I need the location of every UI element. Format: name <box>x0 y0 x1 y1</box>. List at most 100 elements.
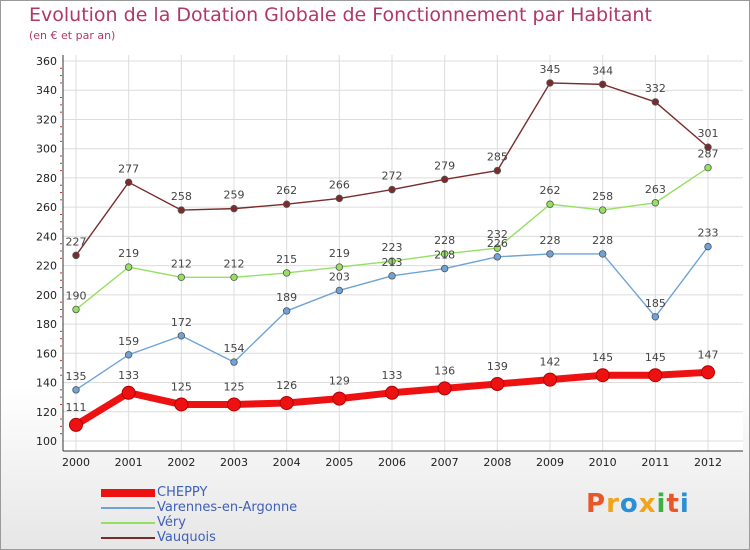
data-label: 125 <box>224 380 245 393</box>
data-label: 145 <box>592 351 613 364</box>
data-label: 135 <box>66 370 87 383</box>
data-point <box>493 244 502 252</box>
data-point <box>546 200 554 208</box>
legend-swatch-varennes <box>101 507 155 509</box>
data-label: 258 <box>171 190 192 203</box>
data-label: 136 <box>434 364 455 377</box>
data-label: 154 <box>224 342 245 355</box>
data-point <box>704 242 712 251</box>
y-tick-label: 340 <box>36 84 57 97</box>
data-point <box>598 206 607 214</box>
data-point <box>121 385 136 400</box>
data-point <box>279 396 294 410</box>
data-label: 344 <box>592 64 613 77</box>
data-label: 262 <box>540 184 561 197</box>
legend-swatch-very <box>101 522 155 524</box>
data-label: 285 <box>487 151 508 164</box>
line-chart: 100 120 140 160 180 200 220 240 260 280 300 320 340 3… <box>36 55 743 469</box>
data-label: 287 <box>698 148 719 161</box>
data-point <box>177 273 186 282</box>
data-point <box>335 286 344 295</box>
data-point <box>69 417 83 432</box>
data-point <box>124 351 133 359</box>
data-point <box>651 199 660 207</box>
data-label: 189 <box>276 291 297 304</box>
legend-label-varennes: Varennes-en-Argonne <box>157 500 298 515</box>
data-label: 228 <box>540 234 561 247</box>
data-point <box>282 269 291 277</box>
x-tick-label: 2003 <box>220 456 248 469</box>
data-label: 185 <box>645 297 666 310</box>
chart-title: Evolution de la Dotation Globale de Fonc… <box>29 4 652 26</box>
data-point <box>174 397 189 412</box>
data-label: 259 <box>224 189 245 202</box>
y-tick-label: 200 <box>36 289 57 302</box>
data-label: 212 <box>224 257 245 270</box>
y-tick-label: 100 <box>36 435 57 448</box>
data-point <box>230 204 238 213</box>
data-label: 203 <box>329 270 350 283</box>
data-point <box>648 368 663 383</box>
x-tick-label: 2007 <box>431 456 459 469</box>
data-label: 233 <box>698 227 719 240</box>
data-label: 218 <box>434 249 455 262</box>
y-tick-label: 260 <box>36 201 57 214</box>
y-tick-label: 120 <box>36 406 57 419</box>
data-label: 139 <box>487 360 508 373</box>
data-label: 172 <box>171 316 192 329</box>
y-tick-label: 160 <box>36 347 57 360</box>
logo-letter: i <box>679 489 690 519</box>
data-point <box>598 250 607 258</box>
data-point <box>493 166 502 175</box>
data-label: 228 <box>434 234 455 247</box>
x-tick-label: 2008 <box>483 456 511 469</box>
data-point <box>335 263 344 271</box>
legend-label-cheppy: CHEPPY <box>157 485 208 500</box>
data-label: 262 <box>276 184 297 197</box>
data-label: 212 <box>171 257 192 270</box>
data-point <box>124 178 133 187</box>
data-point <box>440 175 449 184</box>
data-point <box>651 98 660 106</box>
data-point <box>227 397 241 412</box>
legend-item-varennes: Varennes-en-Argonne <box>101 500 297 515</box>
data-label: 301 <box>698 127 719 140</box>
data-point <box>598 80 607 89</box>
x-tick-label: 2012 <box>694 456 722 469</box>
x-tick-label: 2009 <box>536 456 564 469</box>
data-point <box>388 185 396 194</box>
data-point <box>385 385 399 400</box>
data-point <box>546 79 554 87</box>
data-point <box>490 377 505 391</box>
y-tick-label: 240 <box>36 230 57 243</box>
data-point <box>72 386 80 394</box>
data-label: 215 <box>276 253 297 266</box>
data-point <box>282 200 291 208</box>
data-label: 147 <box>698 348 719 361</box>
x-tick-label: 2004 <box>273 456 301 469</box>
data-label: 219 <box>329 247 350 260</box>
x-tick-label: 2002 <box>167 456 195 469</box>
data-label: 142 <box>540 356 561 369</box>
data-point <box>704 163 712 172</box>
data-point <box>177 332 186 340</box>
data-point <box>388 272 396 280</box>
data-point <box>388 257 396 265</box>
data-label: 145 <box>645 351 666 364</box>
legend-item-vauquois: Vauquois <box>101 530 297 545</box>
data-label: 213 <box>382 256 403 269</box>
data-point <box>546 250 554 258</box>
proxiti-logo: Proxiti <box>586 489 690 519</box>
data-label: 266 <box>329 178 350 191</box>
x-tick-label: 2006 <box>378 456 406 469</box>
data-label: 133 <box>118 369 139 382</box>
logo-letter: t <box>666 489 680 519</box>
data-point <box>704 143 712 151</box>
data-label: 126 <box>276 379 297 392</box>
logo-letter: x <box>638 489 657 519</box>
data-point <box>332 391 347 406</box>
data-label: 279 <box>434 159 455 172</box>
data-point <box>543 372 557 387</box>
data-point <box>437 381 452 396</box>
data-point <box>72 305 80 314</box>
